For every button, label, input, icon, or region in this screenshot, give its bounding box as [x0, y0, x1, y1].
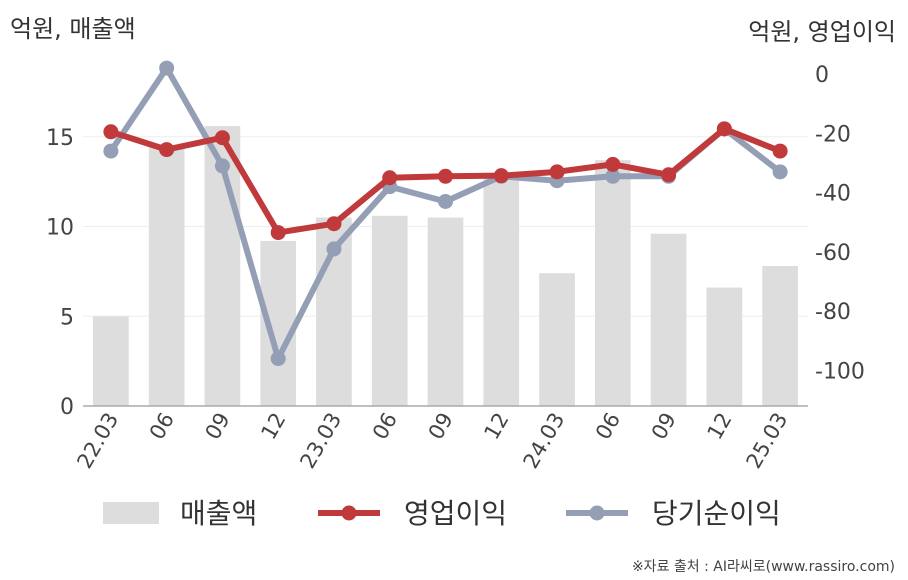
right-tick-label: -80 [815, 300, 851, 325]
x-tick-label: 06 [145, 409, 179, 444]
right-tick-label: 0 [815, 63, 829, 88]
legend: 매출액 영업이익 당기순이익 [103, 497, 781, 530]
data-point [103, 143, 119, 159]
right-axis-ticks: 0 -20 -40 -60 -80 -100 [815, 63, 865, 384]
data-point [549, 164, 565, 180]
legend-swatch-marker [341, 505, 357, 521]
legend-swatch-marker [589, 505, 605, 521]
data-point [214, 158, 230, 174]
left-tick-label: 15 [46, 126, 74, 151]
legend-item: 당기순이익 [566, 497, 781, 530]
data-point [772, 164, 788, 180]
left-tick-label: 5 [60, 305, 74, 330]
bar [539, 273, 575, 406]
right-axis-unit-label: 억원, 영업이익 [748, 18, 896, 46]
data-point [438, 193, 453, 209]
right-tick-label: -100 [815, 359, 865, 384]
legend-item: 매출액 [103, 497, 257, 530]
data-point [438, 168, 453, 184]
data-point [326, 216, 342, 232]
x-tick-label: 22.03 [72, 409, 123, 473]
bar-series-revenue [93, 126, 798, 407]
x-tick-label: 12 [256, 409, 290, 444]
bar [650, 233, 687, 406]
data-point [214, 130, 230, 146]
bar [594, 160, 631, 406]
data-point [159, 142, 175, 158]
left-axis-unit-label: 억원, 매출액 [10, 15, 136, 43]
x-tick-label: 09 [647, 409, 681, 444]
data-point [716, 121, 732, 137]
legend-label: 당기순이익 [652, 497, 781, 530]
left-tick-label: 0 [60, 395, 74, 420]
x-tick-label: 12 [703, 409, 737, 444]
right-tick-label: -60 [815, 241, 851, 266]
bar [483, 172, 520, 406]
line-series-operating-profit [103, 121, 788, 241]
legend-swatch [103, 502, 159, 524]
right-tick-label: -40 [815, 182, 851, 207]
data-point [605, 168, 621, 184]
x-tick-label: 25.03 [742, 409, 793, 473]
data-point [493, 168, 509, 184]
legend-item: 영업이익 [318, 497, 507, 530]
x-tick-label: 09 [424, 409, 458, 444]
bar [371, 215, 408, 406]
x-tick-label: 23.03 [295, 409, 346, 473]
x-tick-label: 24.03 [519, 409, 570, 473]
x-axis-ticks: 22.03 06 09 12 23.03 06 09 12 24.03 06 09 12 25.03 [72, 409, 792, 473]
x-tick-label: 12 [479, 409, 513, 444]
line-series [103, 60, 788, 367]
source-note: ※자료 출처 : AI라씨로(www.rassiro.com) [632, 559, 895, 575]
bar [148, 147, 185, 407]
legend-label: 매출액 [180, 497, 257, 530]
data-point [605, 156, 621, 172]
bar [706, 287, 743, 406]
right-tick-label: -20 [815, 122, 851, 147]
left-axis-ticks: 0 5 10 15 [46, 126, 74, 420]
x-tick-label: 06 [591, 409, 625, 444]
data-point [772, 143, 788, 159]
x-tick-label: 06 [368, 409, 402, 444]
data-point [270, 225, 286, 241]
bar [427, 217, 464, 406]
bar [762, 266, 798, 406]
data-point [159, 60, 175, 76]
data-point [103, 124, 119, 140]
bar [93, 316, 129, 406]
data-point [661, 167, 677, 183]
x-tick-label: 09 [201, 409, 235, 444]
data-point [270, 351, 286, 367]
data-point [326, 241, 342, 257]
data-point [382, 170, 398, 186]
left-tick-label: 10 [46, 216, 74, 241]
legend-label: 영업이익 [404, 497, 507, 530]
